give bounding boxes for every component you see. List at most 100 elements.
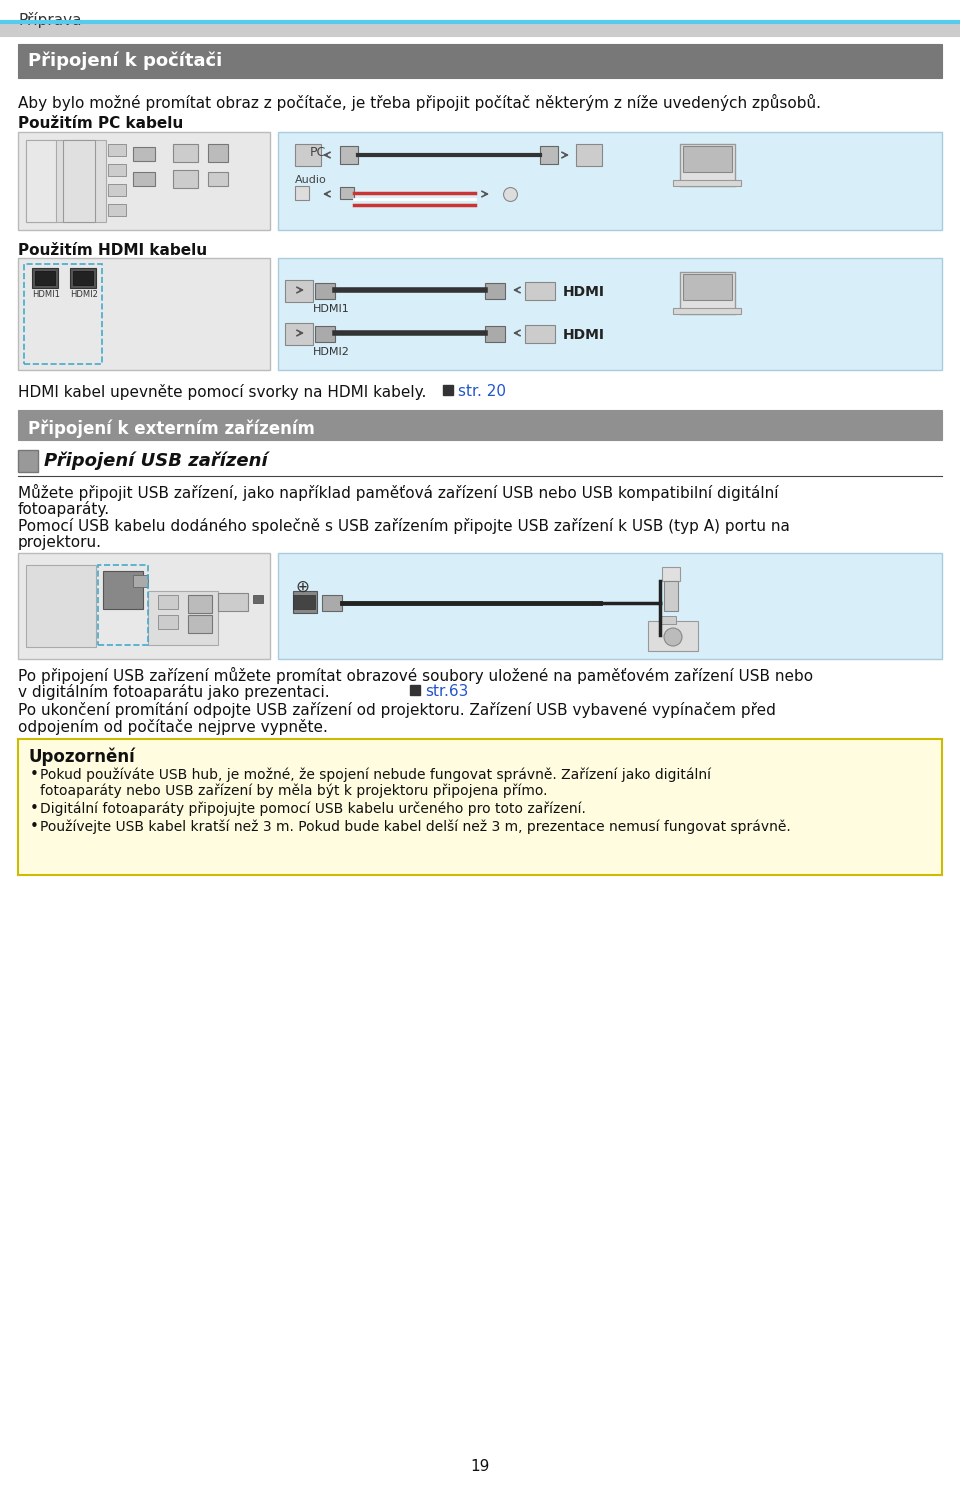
Bar: [315, 282, 335, 299]
Bar: [24, 264, 102, 365]
Bar: [340, 146, 358, 164]
Bar: [680, 272, 735, 314]
Bar: [133, 575, 148, 587]
Bar: [253, 595, 263, 604]
Bar: [188, 595, 212, 613]
Circle shape: [664, 627, 682, 645]
Bar: [278, 553, 942, 659]
Text: Připojení k počítači: Připojení k počítači: [28, 52, 223, 70]
Bar: [158, 616, 178, 629]
Bar: [148, 592, 218, 645]
Bar: [18, 553, 270, 659]
Bar: [208, 172, 228, 185]
Text: odpojením od počítače nejprve vypněte.: odpojením od počítače nejprve vypněte.: [18, 719, 328, 735]
Text: Aby bylo možné promítat obraz z počítače, je třeba připojit počítač některým z n: Aby bylo možné promítat obraz z počítače…: [18, 94, 821, 111]
Bar: [18, 258, 270, 371]
Bar: [188, 616, 212, 633]
Bar: [683, 273, 732, 300]
Text: HDMI1: HDMI1: [313, 303, 349, 314]
Text: •: •: [30, 766, 38, 781]
Bar: [0, 24, 960, 36]
Text: Můžete připojit USB zařízení, jako například paměťová zařízení USB nebo USB komp: Můžete připojit USB zařízení, jako napří…: [18, 484, 779, 500]
Bar: [662, 568, 680, 581]
Bar: [576, 143, 602, 166]
Bar: [648, 622, 698, 651]
Bar: [18, 409, 942, 441]
Text: Připojení k externím zařízením: Připojení k externím zařízením: [28, 418, 315, 438]
Text: •: •: [30, 801, 38, 816]
Text: projektoru.: projektoru.: [18, 535, 102, 550]
Bar: [35, 270, 55, 285]
Bar: [18, 43, 942, 78]
Bar: [293, 592, 317, 613]
Text: Po ukončení promítání odpojte USB zařízení od projektoru. Zařízení USB vybavené : Po ukončení promítání odpojte USB zaříze…: [18, 702, 776, 719]
Bar: [108, 143, 126, 155]
Bar: [485, 282, 505, 299]
Bar: [103, 571, 143, 610]
Text: fotoaparáty nebo USB zařízení by měla být k projektoru připojena přímo.: fotoaparáty nebo USB zařízení by měla bý…: [40, 783, 547, 798]
Bar: [660, 616, 676, 624]
Text: HDMI: HDMI: [563, 329, 605, 342]
Bar: [108, 205, 126, 217]
Bar: [18, 131, 270, 230]
Text: Po připojení USB zařízení můžete promítat obrazové soubory uložené na paměťovém : Po připojení USB zařízení můžete promíta…: [18, 666, 813, 684]
Text: fotoaparáty.: fotoaparáty.: [18, 500, 110, 517]
Bar: [133, 172, 155, 185]
Bar: [218, 593, 248, 611]
Bar: [32, 267, 58, 288]
Text: Příprava: Příprava: [18, 12, 82, 28]
Bar: [673, 179, 741, 185]
Text: Použitím PC kabelu: Použitím PC kabelu: [18, 117, 183, 131]
Text: HDMI1: HDMI1: [32, 290, 60, 299]
Text: •: •: [30, 819, 38, 834]
Text: str.63: str.63: [425, 684, 468, 699]
Bar: [26, 565, 96, 647]
Bar: [26, 140, 106, 223]
Bar: [295, 143, 321, 166]
Bar: [525, 326, 555, 344]
Text: Digitální fotoaparáty připojujte pomocí USB kabelu určeného pro toto zařízení.: Digitální fotoaparáty připojujte pomocí …: [40, 801, 586, 816]
Bar: [173, 143, 198, 161]
Text: v digitálním fotoaparátu jako prezentaci.: v digitálním fotoaparátu jako prezentaci…: [18, 684, 340, 701]
Bar: [158, 595, 178, 610]
Text: HDMI kabel upevněte pomocí svorky na HDMI kabely.: HDMI kabel upevněte pomocí svorky na HDM…: [18, 384, 436, 400]
Bar: [18, 740, 942, 875]
Text: Použitím HDMI kabelu: Použitím HDMI kabelu: [18, 244, 207, 258]
Bar: [485, 326, 505, 342]
Bar: [683, 146, 732, 172]
Text: HDMI2: HDMI2: [70, 290, 98, 299]
Bar: [70, 267, 96, 288]
Bar: [108, 164, 126, 176]
Bar: [63, 140, 95, 223]
Text: Pokud používáte USB hub, je možné, že spojení nebude fungovat správně. Zařízení : Pokud používáte USB hub, je možné, že sp…: [40, 766, 711, 781]
Bar: [108, 184, 126, 196]
Bar: [315, 326, 335, 342]
Text: Používejte USB kabel kratší než 3 m. Pokud bude kabel delší než 3 m, prezentace : Používejte USB kabel kratší než 3 m. Pok…: [40, 819, 791, 834]
Text: HDMI: HDMI: [563, 285, 605, 299]
Text: Pomocí USB kabelu dodáného společně s USB zařízením připojte USB zařízení k USB : Pomocí USB kabelu dodáného společně s US…: [18, 518, 790, 533]
Bar: [673, 308, 741, 314]
Bar: [340, 187, 354, 199]
Bar: [173, 170, 198, 188]
Bar: [208, 143, 228, 161]
Text: Audio: Audio: [295, 175, 326, 185]
Bar: [278, 258, 942, 371]
Bar: [525, 282, 555, 300]
Bar: [278, 131, 942, 230]
Bar: [285, 279, 313, 302]
Bar: [26, 140, 56, 223]
Bar: [293, 595, 315, 610]
Bar: [664, 581, 678, 611]
Text: 19: 19: [470, 1460, 490, 1475]
Text: PC: PC: [310, 146, 326, 158]
Bar: [540, 146, 558, 164]
Bar: [295, 185, 309, 200]
Text: str. 20: str. 20: [458, 384, 506, 399]
Text: Připojení USB zařízení: Připojení USB zařízení: [44, 453, 268, 471]
Bar: [73, 270, 93, 285]
Bar: [680, 143, 735, 185]
Bar: [322, 595, 342, 611]
Bar: [18, 450, 38, 472]
Bar: [285, 323, 313, 345]
Bar: [98, 565, 148, 645]
